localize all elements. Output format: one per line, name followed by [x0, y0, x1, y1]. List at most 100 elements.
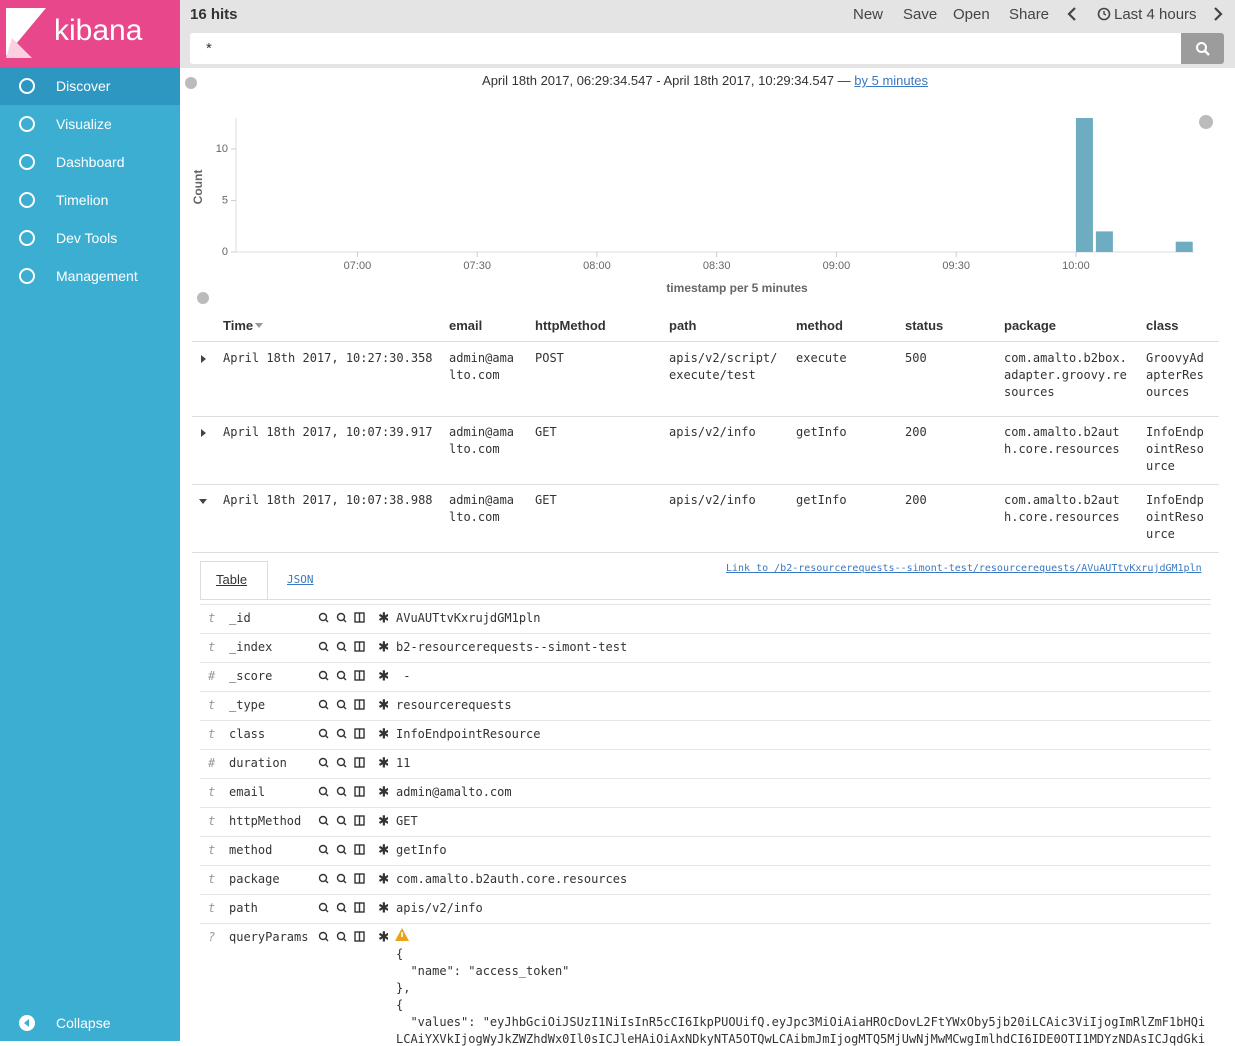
nav-item[interactable]: Visualize: [56, 116, 112, 132]
divider: [192, 416, 1219, 417]
tab[interactable]: Table: [216, 572, 248, 587]
field-name: _index: [229, 640, 273, 654]
logo-icon: [6, 8, 46, 58]
collapse-icon: [19, 1015, 35, 1031]
svg-text:✱: ✱: [378, 699, 388, 713]
cell: POST: [535, 351, 564, 365]
cell: admin@amalto.com: [449, 493, 515, 524]
nav-item[interactable]: Discover: [56, 78, 111, 94]
top-bar: [180, 0, 1235, 28]
cell: com.amalto.b2auth.core.resources: [1004, 493, 1120, 524]
divider: [200, 865, 1211, 866]
logo-area: kibana: [0, 0, 180, 67]
json-line: "values": "eyJhbGciOiJSUzI1NiIsInR5cCI6I…: [396, 1015, 1206, 1029]
nav-item[interactable]: Dashboard: [56, 154, 125, 170]
column-header[interactable]: Time: [223, 318, 254, 333]
legend-toggle[interactable]: [1199, 115, 1213, 129]
time-range: April 18th 2017, 06:29:34.547 - April 18…: [0, 73, 1235, 88]
x-tick-label: 07:00: [344, 260, 372, 272]
field-value: AVuAUTtvKxrujdGM1pln: [396, 611, 541, 625]
warning-icon: [395, 928, 409, 941]
svg-text:✱: ✱: [378, 641, 388, 655]
svg-text:✱: ✱: [378, 815, 388, 829]
y-tick-label: 5: [222, 194, 228, 206]
nav-icon: [19, 268, 35, 284]
menu-action[interactable]: New: [853, 6, 884, 23]
cell: 200: [905, 425, 927, 439]
nav-item[interactable]: Timelion: [56, 192, 109, 208]
field-name: package: [229, 872, 280, 886]
divider: [200, 633, 1211, 634]
interval-link[interactable]: by 5 minutes: [854, 73, 928, 88]
divider: [192, 341, 1219, 342]
cell: com.amalto.b2box.adapter.groovy.resource…: [1004, 351, 1127, 399]
field-name: method: [229, 843, 273, 857]
collapse-toggle[interactable]: [185, 77, 197, 89]
field-actions: ✱: [318, 612, 388, 626]
y-axis-label: Count: [191, 170, 205, 205]
divider: [200, 720, 1211, 721]
json-line: "name": "access_token": [396, 964, 570, 978]
svg-text:✱: ✱: [378, 728, 388, 742]
field-value: GET: [396, 814, 418, 828]
field-name: queryParams: [229, 930, 309, 944]
cell: apis/v2/info: [669, 493, 756, 507]
field-type: t: [208, 698, 216, 712]
field-type: t: [208, 640, 216, 654]
cell: April 18th 2017, 10:07:39.917: [223, 425, 433, 439]
nav-item[interactable]: Dev Tools: [56, 230, 118, 246]
logo-text[interactable]: kibana: [54, 14, 143, 47]
cell: apis/v2/script/execute/test: [669, 351, 778, 382]
hit-count: 16 hits: [190, 6, 238, 23]
sidebar: kibana Discover Visualize Dashboard Timelio…: [0, 0, 180, 1041]
expand-toggle: [201, 355, 206, 363]
field-name: httpMethod: [229, 814, 302, 828]
field-actions: ✱: [318, 873, 388, 887]
cell: admin@amalto.com: [449, 351, 515, 382]
tab[interactable]: JSON: [287, 573, 314, 586]
field-actions: ✱: [318, 641, 388, 655]
svg-text:✱: ✱: [378, 902, 388, 916]
menu-action[interactable]: Save: [903, 6, 938, 23]
search-button[interactable]: [1181, 33, 1224, 64]
svg-text:✱: ✱: [378, 670, 388, 684]
cell: 200: [905, 493, 927, 507]
divider: [200, 749, 1211, 750]
field-value: b2-resourcerequests--simont-test: [396, 640, 628, 654]
cell: GET: [535, 493, 557, 507]
json-line: {: [396, 998, 404, 1012]
svg-text:✱: ✱: [378, 873, 388, 887]
time-picker[interactable]: Last 4 hours: [1114, 6, 1197, 23]
cell: GET: [535, 425, 557, 439]
divider: [200, 599, 1211, 600]
field-name: email: [229, 785, 266, 799]
json-line: LCAiYXVkIjogWyJkZWZhdWx0Il0sICJleHAiOiAx…: [396, 1032, 1206, 1046]
field-actions: ✱: [318, 931, 388, 945]
menu-action[interactable]: Open: [953, 6, 990, 23]
collapse-button[interactable]: Collapse: [56, 1015, 111, 1031]
svg-text:✱: ✱: [378, 786, 388, 800]
x-tick-label: 07:30: [463, 260, 491, 272]
divider: [200, 836, 1211, 837]
column-header: class: [1146, 318, 1179, 333]
field-value: resourcerequests: [396, 698, 512, 712]
x-tick-label: 09:30: [942, 260, 970, 272]
prev-arrow: [1067, 7, 1076, 21]
cell: April 18th 2017, 10:27:30.358: [223, 351, 433, 365]
doc-link[interactable]: Link to /b2-resourcerequests--simont-tes…: [726, 563, 1202, 574]
nav-item[interactable]: Management: [56, 268, 138, 284]
field-actions: ✱: [318, 699, 388, 713]
divider: [192, 552, 1219, 553]
field-type: t: [208, 814, 216, 828]
column-header: method: [796, 318, 843, 333]
menu-action[interactable]: Share: [1009, 6, 1050, 23]
divider: [200, 807, 1211, 808]
collapse-toggle[interactable]: [197, 292, 209, 304]
cell: InfoEndpointResource: [1146, 493, 1204, 541]
field-value: apis/v2/info: [396, 901, 483, 915]
field-type: t: [208, 611, 216, 625]
search-input[interactable]: [190, 33, 1182, 64]
svg-text:✱: ✱: [378, 931, 388, 945]
search-query[interactable]: *: [206, 40, 212, 57]
